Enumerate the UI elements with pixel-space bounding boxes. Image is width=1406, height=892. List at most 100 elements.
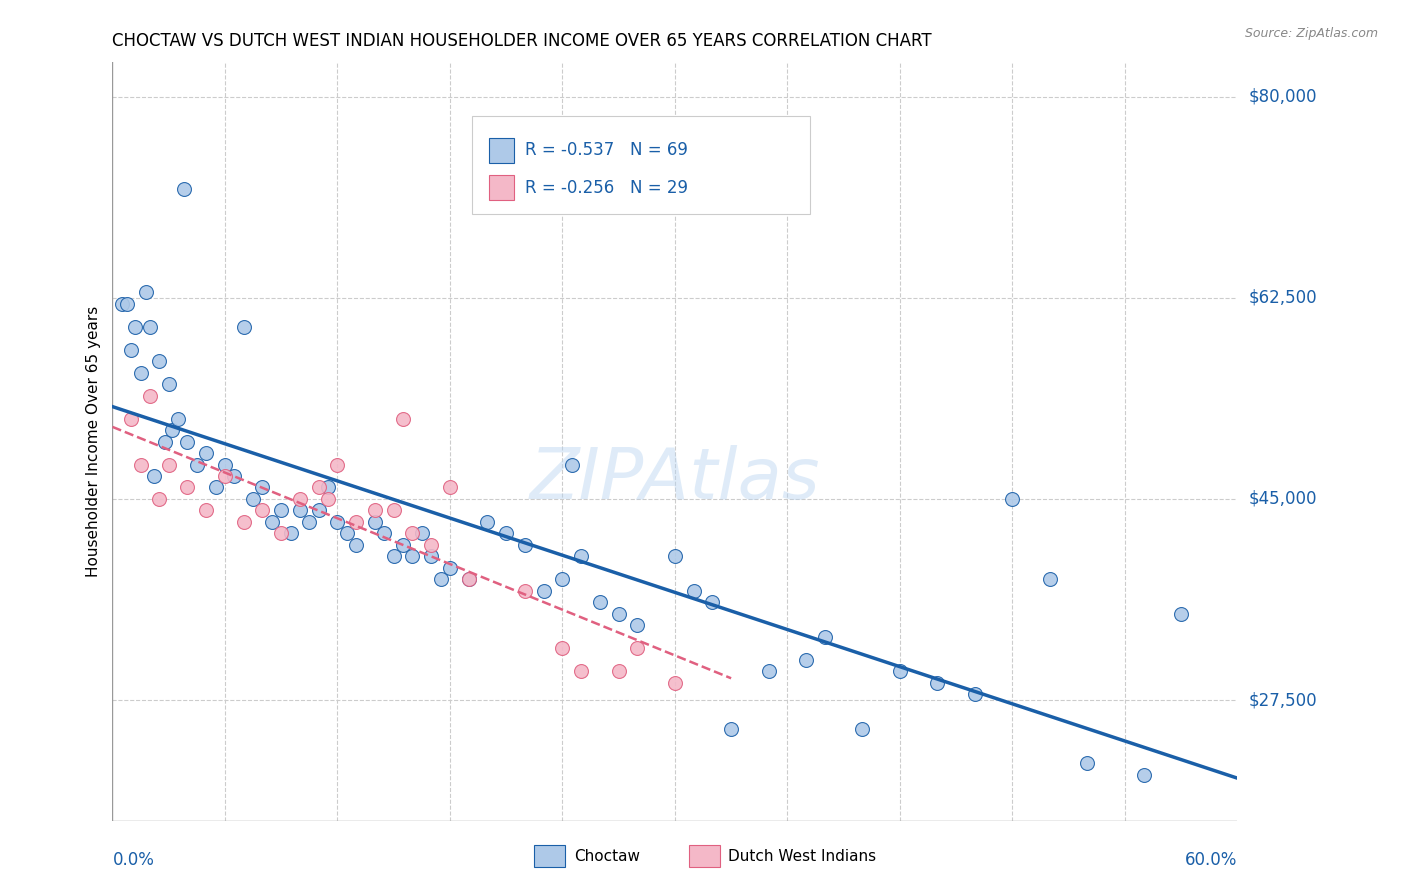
Point [439, 561, 461, 575]
Text: R = -0.537   N = 69: R = -0.537 N = 69 [526, 142, 688, 160]
Point [326, 458, 349, 472]
Point [195, 446, 218, 460]
Point [551, 573, 574, 587]
Point [569, 549, 592, 564]
Point [607, 665, 630, 679]
Point [607, 607, 630, 621]
Point [392, 411, 415, 425]
Point [129, 458, 152, 472]
Point [429, 573, 451, 587]
Point [162, 423, 184, 437]
Point [120, 411, 142, 425]
Point [232, 515, 254, 529]
Text: R = -0.256   N = 29: R = -0.256 N = 29 [526, 179, 689, 197]
Point [626, 641, 648, 656]
Point [316, 481, 339, 495]
Text: $62,500: $62,500 [1249, 289, 1317, 307]
Point [260, 515, 283, 529]
Point [411, 526, 433, 541]
Point [344, 515, 367, 529]
Point [111, 296, 134, 310]
Point [224, 469, 246, 483]
Point [457, 573, 479, 587]
Point [561, 458, 583, 472]
Point [252, 481, 274, 495]
Point [758, 665, 780, 679]
Point [1132, 767, 1154, 781]
Point [382, 503, 405, 517]
Point [1001, 491, 1024, 506]
Point [439, 481, 461, 495]
Point [167, 411, 190, 425]
Point [280, 526, 302, 541]
FancyBboxPatch shape [472, 115, 810, 214]
Point [142, 469, 165, 483]
Point [148, 491, 170, 506]
Point [682, 583, 704, 598]
Point [336, 526, 359, 541]
Point [551, 641, 574, 656]
Text: CHOCTAW VS DUTCH WEST INDIAN HOUSEHOLDER INCOME OVER 65 YEARS CORRELATION CHART: CHOCTAW VS DUTCH WEST INDIAN HOUSEHOLDER… [112, 32, 932, 50]
Point [308, 503, 330, 517]
Point [135, 285, 157, 300]
Point [124, 319, 146, 334]
Point [120, 343, 142, 357]
Bar [489, 137, 515, 162]
Point [401, 549, 423, 564]
Point [495, 526, 517, 541]
Point [270, 503, 292, 517]
Point [477, 515, 499, 529]
Point [851, 722, 873, 736]
Text: Dutch West Indians: Dutch West Indians [728, 849, 876, 863]
Point [232, 319, 254, 334]
Point [814, 630, 837, 644]
Text: Choctaw: Choctaw [574, 849, 640, 863]
Point [139, 388, 162, 402]
Point [569, 665, 592, 679]
Point [664, 549, 686, 564]
Point [702, 595, 724, 609]
Bar [489, 176, 515, 201]
Point [382, 549, 405, 564]
Point [720, 722, 742, 736]
Point [195, 503, 218, 517]
Point [963, 687, 986, 701]
Point [364, 503, 387, 517]
Point [927, 675, 949, 690]
Text: $80,000: $80,000 [1249, 88, 1317, 106]
Point [129, 366, 152, 380]
Point [589, 595, 612, 609]
Point [148, 354, 170, 368]
Point [533, 583, 555, 598]
Text: Source: ZipAtlas.com: Source: ZipAtlas.com [1244, 27, 1378, 40]
Point [288, 503, 311, 517]
Point [186, 458, 208, 472]
Point [794, 653, 817, 667]
Point [252, 503, 274, 517]
Point [344, 538, 367, 552]
Point [364, 515, 387, 529]
Text: 0.0%: 0.0% [112, 851, 155, 869]
Point [1076, 756, 1098, 771]
Point [173, 182, 195, 196]
Point [308, 481, 330, 495]
Point [420, 549, 443, 564]
Text: $45,000: $45,000 [1249, 490, 1317, 508]
Point [664, 675, 686, 690]
Text: $27,500: $27,500 [1249, 691, 1317, 709]
Point [1039, 573, 1062, 587]
Point [420, 538, 443, 552]
Point [176, 434, 198, 449]
Point [157, 458, 180, 472]
Point [298, 515, 321, 529]
Point [457, 573, 479, 587]
Point [513, 583, 536, 598]
Point [176, 481, 198, 495]
Point [626, 618, 648, 632]
Point [326, 515, 349, 529]
Point [288, 491, 311, 506]
Point [139, 319, 162, 334]
Point [214, 469, 236, 483]
Point [401, 526, 423, 541]
Point [373, 526, 395, 541]
